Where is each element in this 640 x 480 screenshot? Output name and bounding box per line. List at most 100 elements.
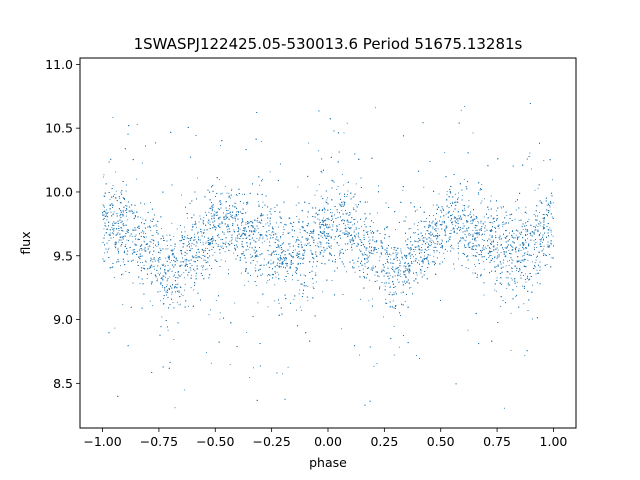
- data-point: [444, 234, 446, 236]
- data-point: [293, 299, 295, 300]
- data-point: [198, 221, 200, 223]
- data-point: [221, 246, 222, 248]
- data-point: [226, 229, 228, 231]
- data-point: [497, 249, 499, 251]
- data-point: [407, 269, 408, 271]
- data-point: [433, 235, 435, 237]
- data-point: [546, 263, 548, 265]
- data-point: [207, 248, 209, 249]
- data-point: [290, 260, 292, 262]
- data-point: [194, 233, 195, 235]
- data-point: [498, 227, 500, 229]
- data-point: [359, 354, 360, 356]
- data-point: [110, 211, 112, 213]
- data-point: [212, 206, 214, 208]
- data-point: [544, 214, 546, 216]
- data-point: [269, 234, 271, 235]
- data-point: [333, 254, 335, 256]
- data-point: [251, 220, 253, 222]
- data-point: [297, 236, 299, 238]
- data-point: [231, 188, 233, 190]
- data-point: [423, 237, 425, 239]
- data-point: [177, 283, 179, 285]
- data-point: [324, 249, 326, 251]
- data-point: [233, 229, 235, 231]
- data-point: [481, 226, 483, 228]
- data-point: [493, 261, 495, 263]
- data-point: [187, 217, 189, 219]
- data-point: [247, 249, 249, 250]
- data-point: [389, 274, 391, 276]
- data-point: [405, 269, 407, 271]
- data-point: [380, 271, 382, 273]
- data-point: [179, 275, 181, 277]
- data-point: [242, 193, 244, 195]
- data-point: [533, 233, 535, 235]
- data-point: [295, 255, 297, 257]
- data-point: [307, 239, 309, 240]
- data-point: [386, 249, 388, 251]
- data-point: [167, 248, 169, 250]
- data-point: [233, 252, 235, 254]
- data-point: [183, 239, 185, 240]
- data-point: [331, 280, 333, 281]
- data-point: [481, 184, 483, 186]
- data-point: [114, 194, 116, 196]
- data-point: [512, 260, 514, 262]
- data-point: [431, 239, 433, 241]
- data-point: [278, 254, 280, 256]
- data-point: [448, 237, 450, 239]
- data-point: [536, 282, 538, 284]
- data-point: [184, 283, 186, 285]
- data-point: [402, 281, 403, 283]
- data-point: [469, 234, 471, 236]
- data-point: [523, 303, 525, 305]
- data-point: [341, 328, 343, 330]
- data-point: [130, 209, 132, 211]
- data-point: [122, 273, 124, 275]
- data-point: [298, 257, 300, 259]
- data-point: [420, 252, 422, 254]
- data-point: [365, 218, 366, 220]
- data-point: [303, 274, 305, 276]
- data-point: [484, 198, 485, 200]
- data-point: [261, 214, 263, 216]
- data-point: [416, 355, 417, 356]
- data-point: [180, 251, 182, 253]
- data-point: [393, 354, 395, 356]
- data-point: [464, 105, 466, 107]
- data-point: [550, 213, 552, 215]
- data-point: [537, 223, 539, 225]
- data-point: [442, 209, 444, 210]
- data-point: [358, 266, 360, 268]
- data-point: [161, 286, 163, 288]
- data-point: [358, 233, 359, 235]
- data-point: [310, 251, 312, 253]
- data-point: [140, 262, 141, 264]
- data-point: [296, 240, 298, 242]
- data-point: [384, 285, 386, 287]
- data-point: [184, 226, 185, 228]
- data-point: [126, 228, 128, 230]
- data-point: [552, 235, 554, 237]
- data-point: [450, 202, 451, 204]
- data-point: [346, 212, 348, 214]
- data-point: [180, 303, 181, 305]
- data-point: [373, 365, 375, 367]
- data-point: [329, 224, 331, 226]
- data-point: [199, 215, 201, 217]
- data-point: [355, 226, 357, 228]
- data-point: [202, 267, 204, 268]
- data-point: [458, 192, 459, 194]
- data-point: [527, 233, 528, 235]
- data-point: [523, 252, 525, 254]
- data-point: [409, 258, 411, 260]
- data-point: [473, 214, 475, 216]
- data-point: [400, 248, 402, 250]
- data-point: [143, 232, 144, 234]
- data-point: [263, 258, 265, 260]
- data-point: [266, 238, 268, 240]
- data-point: [374, 240, 376, 242]
- data-point: [461, 238, 463, 240]
